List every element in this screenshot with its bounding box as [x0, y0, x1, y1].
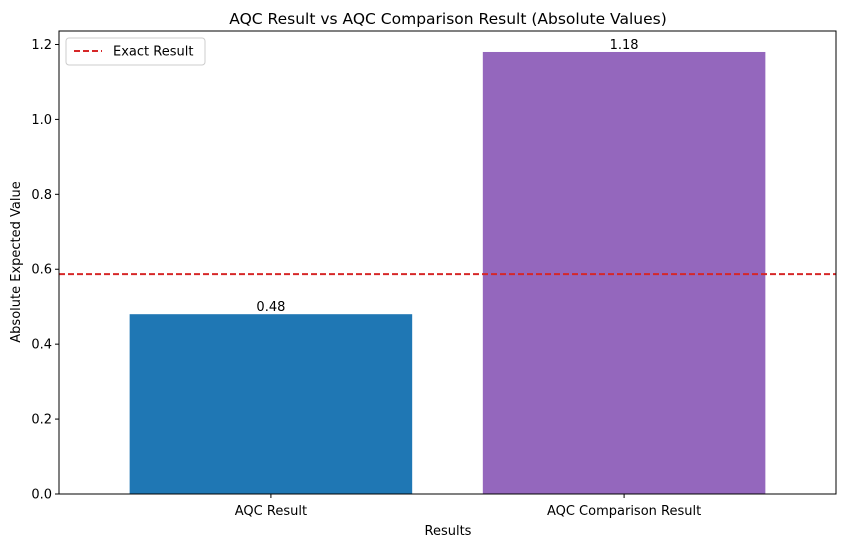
y-tick-label: 0.0 — [31, 488, 52, 503]
legend: Exact Result — [65, 37, 206, 66]
legend-label-exact-result: Exact Result — [113, 45, 193, 60]
value-label-aqc-result: 0.48 — [256, 300, 285, 315]
y-tick-label: 1.2 — [31, 38, 52, 53]
x-tick-label-aqc-comparison-result: AQC Comparison Result — [547, 504, 701, 519]
y-axis-label: Absolute Expected Value — [9, 181, 24, 342]
chart-title: AQC Result vs AQC Comparison Result (Abs… — [229, 10, 667, 28]
y-tick-label: 1.0 — [31, 113, 52, 128]
y-tick-label: 0.8 — [31, 188, 52, 203]
legend-box — [65, 37, 206, 66]
y-tick-label: 0.6 — [31, 263, 52, 278]
bar-aqc-result — [129, 314, 413, 494]
y-tick-label: 0.2 — [31, 413, 52, 428]
x-axis-label: Results — [425, 524, 472, 539]
x-tick-label-aqc-result: AQC Result — [235, 504, 307, 519]
value-label-aqc-comparison-result: 1.18 — [610, 38, 639, 53]
bar-aqc-comparison-result — [482, 51, 766, 494]
y-tick-label: 0.4 — [31, 338, 52, 353]
plot-frame — [58, 30, 837, 495]
